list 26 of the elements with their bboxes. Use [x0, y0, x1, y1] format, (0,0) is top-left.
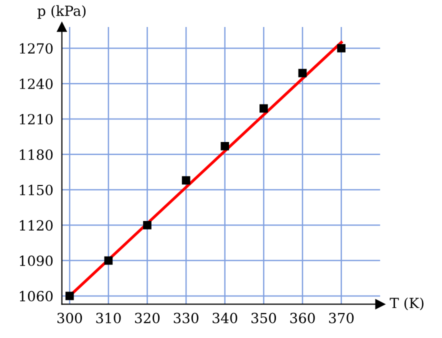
x-tick-label: 370 — [329, 312, 354, 324]
x-tick-label: 300 — [57, 312, 82, 324]
y-tick-label: 1180 — [20, 149, 53, 160]
point — [65, 292, 74, 300]
x-tick-label: 310 — [96, 312, 121, 324]
y-tick-label: 1240 — [20, 78, 53, 90]
y-tick-label: 1270 — [20, 43, 53, 54]
point — [220, 142, 230, 150]
point — [104, 256, 113, 265]
y-tick-label: 1090 — [20, 256, 53, 266]
point — [143, 221, 152, 230]
x-axis-title: T (K) — [390, 297, 424, 310]
point — [337, 44, 346, 52]
point — [298, 68, 307, 78]
y-tick-label: 1060 — [20, 290, 53, 302]
point — [260, 104, 268, 113]
y-axis-title: p (kPa) — [38, 5, 86, 19]
y-tick-label: 1210 — [20, 114, 53, 125]
x-tick-label: 330 — [174, 312, 198, 324]
y-tick-label: 1120 — [20, 220, 53, 231]
point — [182, 176, 190, 185]
x-tick-label: 350 — [251, 312, 276, 324]
x-tick-label: 360 — [290, 312, 315, 324]
x-tick-label: 320 — [135, 312, 160, 324]
x-tick-label: 340 — [212, 312, 238, 324]
y-tick-label: 1150 — [20, 184, 53, 196]
